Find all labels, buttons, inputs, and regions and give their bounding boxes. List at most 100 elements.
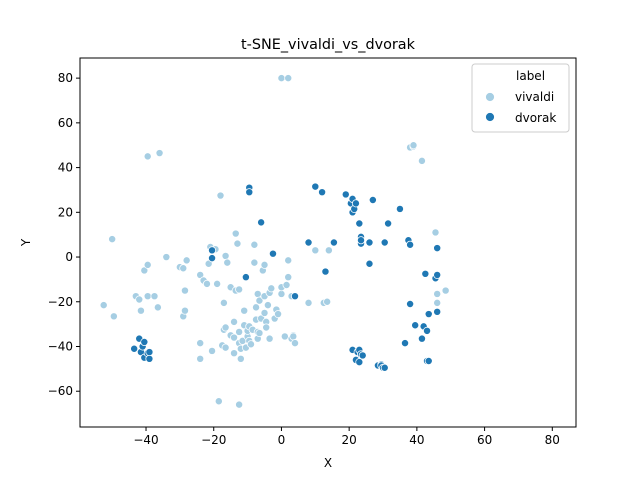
x-tick-label: 60 [477,433,492,447]
data-point-vivaldi [304,298,313,307]
legend-marker-dvorak [485,112,495,122]
data-point-vivaldi [221,323,230,332]
data-point-vivaldi [235,400,244,409]
data-point-vivaldi [143,260,152,269]
data-point-vivaldi [150,292,159,301]
data-point-vivaldi [324,246,333,255]
data-point-dvorak [321,267,330,276]
data-point-vivaldi [108,235,117,244]
data-point-dvorak [368,196,377,204]
x-tick-label: −20 [201,433,226,447]
data-point-vivaldi [240,306,249,315]
data-point-vivaldi [223,258,232,267]
data-point-vivaldi [196,354,205,363]
data-point-vivaldi [230,317,239,326]
data-point-dvorak [395,204,404,213]
data-point-dvorak [433,270,442,279]
data-point-vivaldi [109,312,118,321]
y-tick-label: 0 [65,250,73,264]
data-point-vivaldi [274,310,283,319]
y-axis-label: Y [19,238,33,247]
data-point-vivaldi [250,258,259,267]
data-point-vivaldi [252,303,261,312]
data-point-vivaldi [255,296,264,305]
y-tick-label: −20 [48,295,73,309]
data-point-vivaldi [260,260,269,269]
data-point-vivaldi [233,239,242,248]
y-axis-ticks: −60 −40 −20 0 20 40 60 80 [48,71,80,398]
data-point-dvorak [257,218,266,227]
data-point-dvorak [304,238,313,247]
data-point-dvorak [130,344,139,353]
data-point-dvorak [208,254,217,263]
x-tick-label: 20 [342,433,357,447]
data-point-vivaldi [143,152,152,161]
data-point-dvorak [318,188,327,197]
data-point-dvorak [406,240,415,249]
points-layer [99,74,450,409]
x-tick-label: 40 [409,433,424,447]
data-point-dvorak [140,338,149,346]
data-point-dvorak [329,238,338,247]
data-point-vivaldi [323,297,332,306]
x-tick-label: 80 [545,433,560,447]
data-point-vivaldi [267,284,276,293]
x-tick-label: −40 [133,433,158,447]
data-point-vivaldi [235,327,244,336]
data-point-vivaldi [260,308,269,317]
data-point-vivaldi [99,301,108,310]
data-point-vivaldi [196,339,205,348]
data-point-vivaldi [162,253,171,262]
x-axis-ticks: −40 −20 0 20 40 60 80 [133,427,560,447]
data-point-dvorak [357,236,365,245]
data-point-dvorak [384,219,393,228]
data-point-vivaldi [182,256,191,265]
y-tick-label: 20 [58,205,73,219]
data-point-dvorak [433,244,442,253]
data-point-dvorak [365,238,374,247]
data-point-vivaldi [180,286,189,295]
data-point-vivaldi [433,289,442,298]
data-point-vivaldi [135,295,144,304]
axes-frame [79,57,577,428]
data-point-vivaldi [262,323,271,332]
data-point-vivaldi [441,286,450,295]
data-point-dvorak [355,219,364,228]
data-point-vivaldi [216,191,225,200]
data-point-vivaldi [284,273,293,282]
data-point-dvorak [208,246,217,255]
data-point-dvorak [358,351,367,360]
data-point-dvorak [380,238,389,247]
data-point-dvorak [355,358,364,367]
data-point-dvorak [145,354,154,363]
data-point-vivaldi [250,240,259,249]
data-point-vivaldi [235,285,244,294]
data-point-vivaldi [433,298,442,307]
data-point-vivaldi [136,306,145,315]
data-point-vivaldi [213,279,222,288]
data-point-vivaldi [230,349,239,358]
data-point-vivaldi [284,256,293,265]
data-point-dvorak [417,334,426,343]
data-point-dvorak [351,199,360,208]
data-point-dvorak [145,348,154,357]
data-point-vivaldi [409,141,418,150]
data-point-dvorak [365,259,374,268]
data-point-dvorak [245,188,254,197]
x-tick-label: 0 [278,433,286,447]
data-point-vivaldi [253,289,262,298]
data-point-vivaldi [214,397,223,406]
data-point-vivaldi [247,340,255,349]
data-point-vivaldi [277,289,286,298]
data-point-dvorak [423,326,432,335]
legend-title: label [516,69,545,83]
data-point-vivaldi [221,343,230,352]
data-point-dvorak [291,292,299,301]
data-point-vivaldi [221,251,230,260]
legend-marker-vivaldi [485,92,495,102]
data-point-vivaldi [208,346,217,355]
data-point-vivaldi [417,156,426,165]
data-point-dvorak [341,190,350,199]
